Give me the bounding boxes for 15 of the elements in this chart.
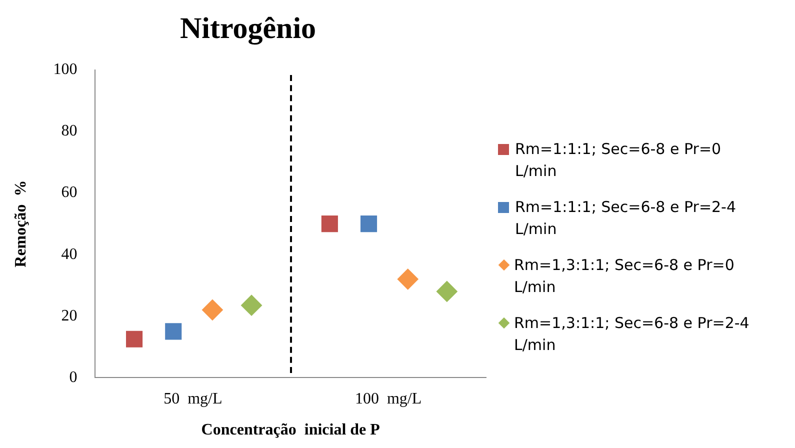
y-tick-label: 100 — [53, 61, 78, 78]
chart-title: Nitrogênio — [180, 12, 316, 45]
x-axis-title: Concentração inicial de P — [201, 422, 380, 439]
legend-label: Rm=1,3:1:1; Sec=6-8 e Pr=2-4 L/min — [514, 313, 750, 356]
y-tick-label: 0 — [69, 368, 78, 386]
y-axis-title: Remoção % — [12, 180, 30, 268]
y-tick-label: 80 — [61, 122, 78, 140]
legend-label: Rm=1,3:1:1; Sec=6-8 e Pr=0 L/min — [514, 255, 736, 298]
legend-label: Rm=1:1:1; Sec=6-8 e Pr=2-4 L/min — [515, 197, 738, 240]
y-tick-label: 60 — [61, 184, 78, 202]
legend-label: Rm=1:1:1; Sec=6-8 e Pr=0 L/min — [515, 139, 722, 182]
y-tick-label: 20 — [61, 307, 78, 324]
x-tick-label: 100 mg/L — [354, 390, 422, 408]
x-tick-label: 50 mg/L — [164, 390, 222, 408]
y-tick-label: 40 — [61, 246, 78, 263]
